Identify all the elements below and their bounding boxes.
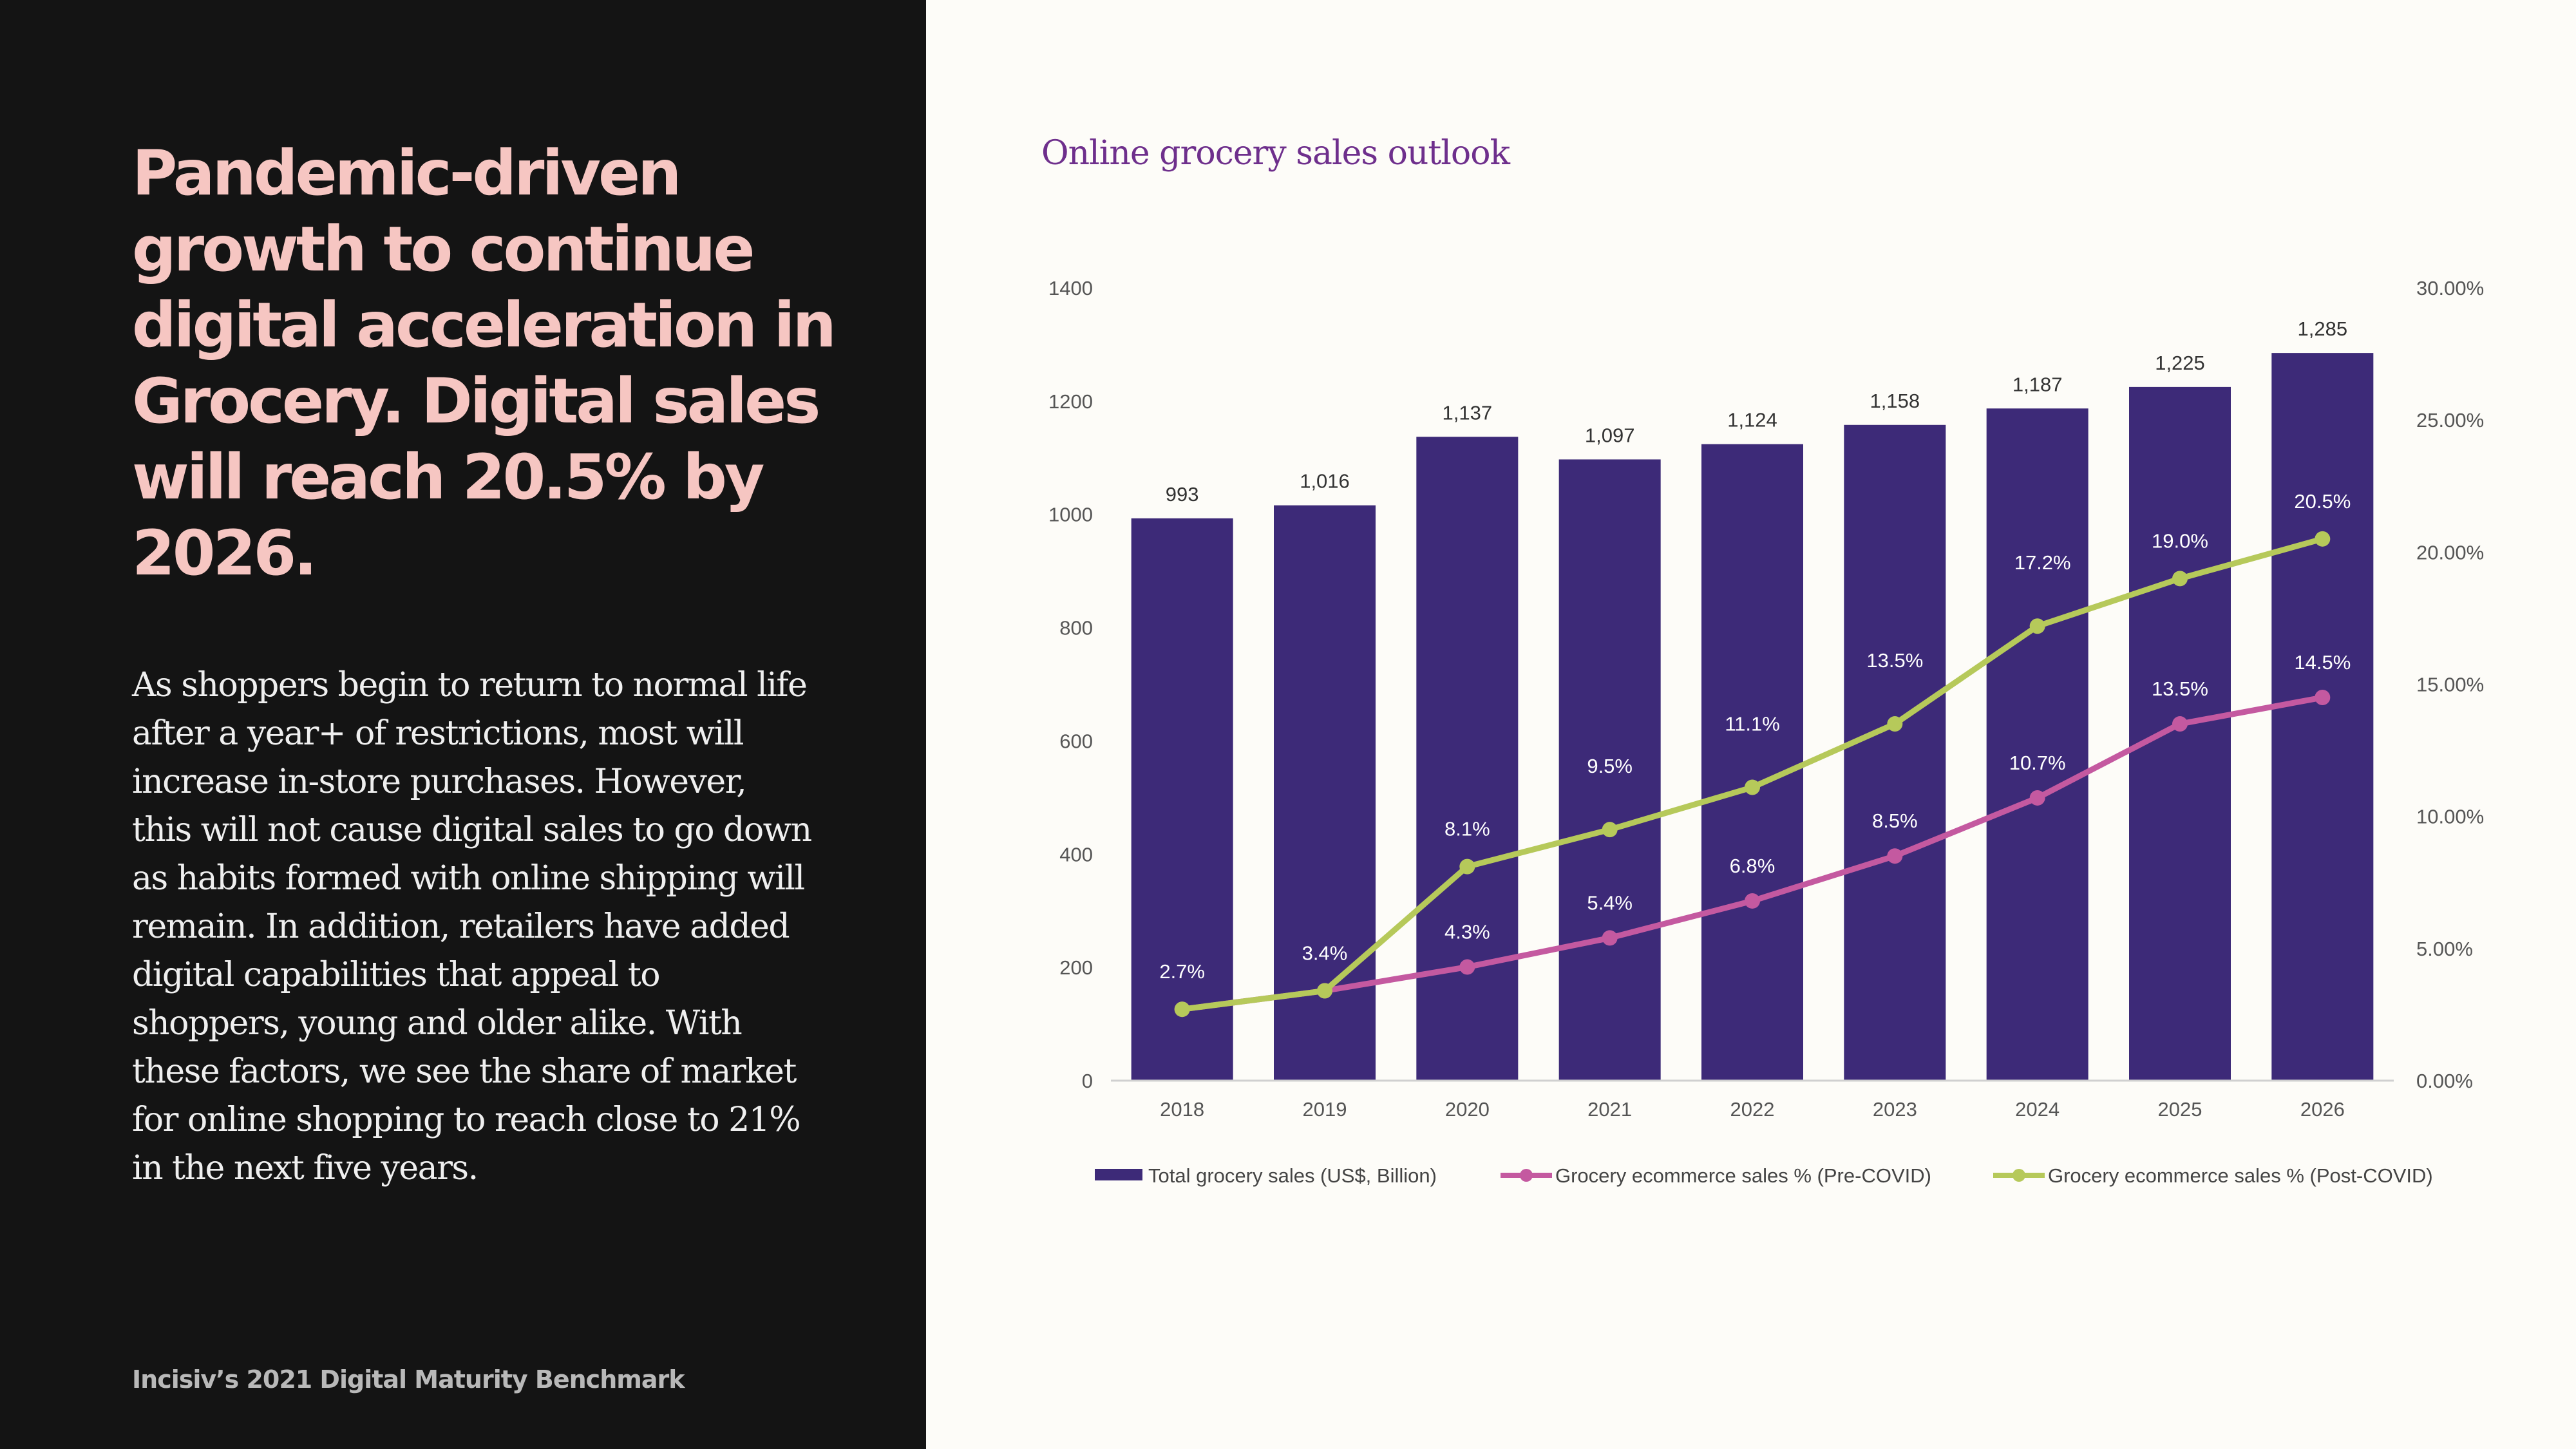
y-left-tick-label: 600 bbox=[1059, 730, 1093, 752]
pre-covid-point bbox=[1887, 848, 1903, 864]
pre-covid-value-label: 5.4% bbox=[1587, 891, 1633, 914]
chart-title: Online grocery sales outlook bbox=[1041, 134, 1510, 173]
pre-covid-point bbox=[1459, 959, 1475, 975]
post-covid-point bbox=[2029, 618, 2045, 634]
y-right-tick-label: 5.00% bbox=[2416, 938, 2473, 960]
y-right-tick-label: 10.00% bbox=[2416, 806, 2484, 828]
x-tick-label: 2020 bbox=[1445, 1098, 1490, 1121]
y-right-tick-label: 15.00% bbox=[2416, 674, 2484, 696]
post-covid-point bbox=[1317, 983, 1332, 999]
pre-covid-value-label: 8.5% bbox=[1872, 810, 1918, 832]
x-tick-label: 2018 bbox=[1160, 1098, 1204, 1121]
post-covid-value-label: 19.0% bbox=[2152, 529, 2208, 552]
x-tick-label: 2022 bbox=[1730, 1098, 1775, 1121]
legend-swatch-bar bbox=[1095, 1169, 1142, 1180]
y-right-tick-label: 30.00% bbox=[2416, 277, 2484, 299]
legend-label-pre-covid: Grocery ecommerce sales % (Pre-COVID) bbox=[1555, 1164, 1931, 1187]
bar-value-label: 1,097 bbox=[1585, 424, 1635, 446]
pre-covid-value-label: 14.5% bbox=[2294, 651, 2351, 674]
body-text: As shoppers begin to return to normal li… bbox=[132, 666, 812, 1188]
bar bbox=[2129, 386, 2231, 1081]
pre-covid-value-label: 10.7% bbox=[2009, 752, 2066, 774]
post-covid-value-label: 17.2% bbox=[2014, 551, 2071, 574]
bar bbox=[1986, 408, 2088, 1081]
x-tick-label: 2019 bbox=[1303, 1098, 1347, 1121]
headline: Pandemic-driven growth to continue digit… bbox=[132, 137, 837, 589]
legend-label-bar: Total grocery sales (US$, Billion) bbox=[1148, 1164, 1437, 1187]
post-covid-point bbox=[1174, 1001, 1190, 1018]
post-covid-point bbox=[1887, 716, 1903, 732]
y-left-tick-label: 1400 bbox=[1048, 277, 1093, 299]
legend-marker-post-covid bbox=[2012, 1169, 2025, 1182]
bar bbox=[2271, 353, 2374, 1081]
y-left-tick-label: 1000 bbox=[1048, 504, 1093, 526]
post-covid-point bbox=[1745, 779, 1760, 795]
bar-value-label: 1,158 bbox=[1870, 390, 1920, 412]
bar-value-label: 1,285 bbox=[2298, 317, 2348, 340]
bar bbox=[1416, 437, 1519, 1081]
pre-covid-point bbox=[1602, 930, 1618, 946]
x-tick-label: 2023 bbox=[1873, 1098, 1917, 1121]
bar-value-label: 1,016 bbox=[1300, 470, 1350, 493]
bar-value-label: 1,137 bbox=[1443, 401, 1493, 424]
post-covid-point bbox=[1602, 822, 1618, 838]
y-left-tick-label: 1200 bbox=[1048, 390, 1093, 413]
legend-label-post-covid: Grocery ecommerce sales % (Post-COVID) bbox=[2048, 1164, 2433, 1187]
post-covid-point bbox=[2172, 571, 2188, 587]
y-left-tick-label: 0 bbox=[1082, 1070, 1093, 1092]
post-covid-value-label: 13.5% bbox=[1866, 649, 1923, 672]
bar bbox=[1558, 459, 1661, 1081]
pre-covid-value-label: 13.5% bbox=[2152, 677, 2208, 700]
x-tick-label: 2026 bbox=[2300, 1098, 2345, 1121]
bar-value-label: 1,225 bbox=[2155, 352, 2205, 374]
post-covid-value-label: 2.7% bbox=[1159, 960, 1205, 983]
bar bbox=[1844, 424, 1946, 1081]
pre-covid-point bbox=[1745, 893, 1760, 909]
legend-marker-pre-covid bbox=[1520, 1169, 1533, 1182]
bar bbox=[1701, 444, 1803, 1081]
pre-covid-point bbox=[2172, 716, 2188, 732]
post-covid-value-label: 11.1% bbox=[1725, 713, 1780, 735]
footer-source: Incisiv’s 2021 Digital Maturity Benchmar… bbox=[132, 1365, 685, 1394]
post-covid-point bbox=[2315, 531, 2331, 547]
x-tick-label: 2025 bbox=[2158, 1098, 2202, 1121]
bar-value-label: 993 bbox=[1166, 483, 1199, 506]
post-covid-value-label: 3.4% bbox=[1302, 942, 1348, 964]
y-right-tick-label: 25.00% bbox=[2416, 409, 2484, 431]
left-panel: Pandemic-driven growth to continue digit… bbox=[0, 0, 926, 1449]
post-covid-value-label: 9.5% bbox=[1587, 755, 1633, 777]
pre-covid-point bbox=[2315, 690, 2331, 706]
x-tick-label: 2021 bbox=[1587, 1098, 1632, 1121]
bar-value-label: 1,187 bbox=[2012, 373, 2063, 395]
post-covid-value-label: 8.1% bbox=[1444, 818, 1490, 840]
x-tick-label: 2024 bbox=[2015, 1098, 2060, 1121]
post-covid-point bbox=[1459, 858, 1475, 875]
pre-covid-value-label: 6.8% bbox=[1730, 855, 1776, 877]
y-left-tick-label: 400 bbox=[1059, 843, 1093, 866]
pre-covid-point bbox=[2029, 790, 2045, 806]
y-right-tick-label: 20.00% bbox=[2416, 541, 2484, 564]
y-right-tick-label: 0.00% bbox=[2416, 1070, 2473, 1092]
y-left-tick-label: 200 bbox=[1059, 956, 1093, 979]
bar bbox=[1131, 518, 1233, 1081]
bar-value-label: 1,124 bbox=[1727, 409, 1777, 431]
pre-covid-value-label: 4.3% bbox=[1444, 921, 1490, 943]
y-left-tick-label: 800 bbox=[1059, 617, 1093, 639]
post-covid-value-label: 20.5% bbox=[2294, 490, 2351, 513]
